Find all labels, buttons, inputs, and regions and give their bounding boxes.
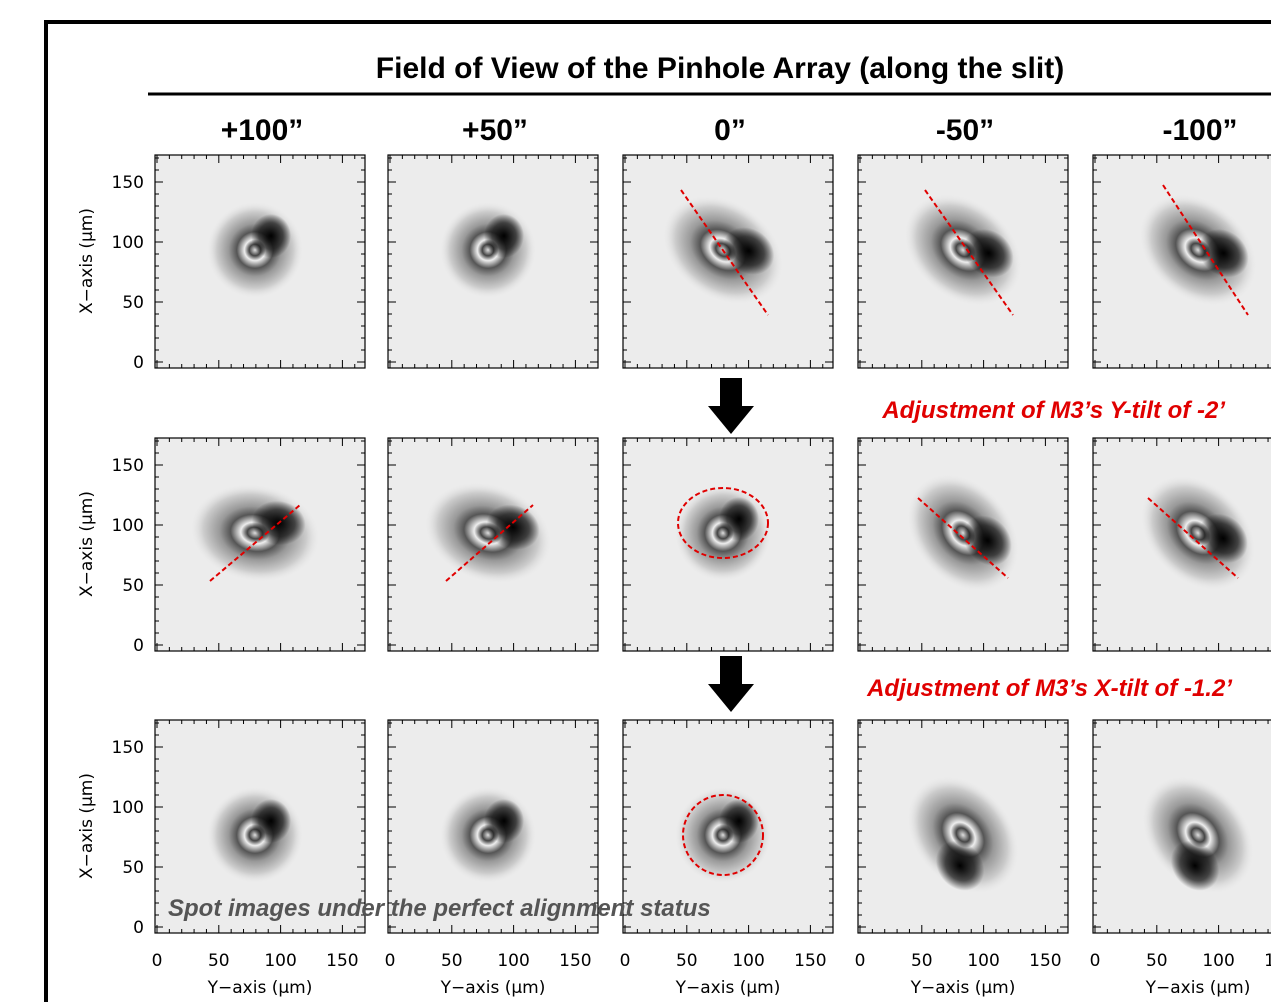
column-header: -50” <box>936 114 994 147</box>
spot <box>207 202 303 298</box>
y-tick-label: 50 <box>122 858 144 878</box>
y-tick-label: 150 <box>112 738 144 758</box>
y-tick-label: 150 <box>112 173 144 193</box>
x-tick-label: 150 <box>559 951 591 971</box>
x-axis-label: Y−axis (μm) <box>207 978 313 998</box>
spot-dark <box>719 497 759 541</box>
y-tick-label: 100 <box>112 516 144 536</box>
adjustment-label: Adjustment of M3’s Y-tilt of -2’ <box>881 397 1225 424</box>
spot-dark <box>484 799 524 843</box>
y-tick-label: 150 <box>112 456 144 476</box>
panel <box>858 720 1068 933</box>
panel <box>388 155 598 368</box>
x-tick-label: 150 <box>794 951 826 971</box>
y-tick-label: 0 <box>133 636 144 656</box>
adjustment-label: Adjustment of M3’s X-tilt of -1.2’ <box>866 675 1232 702</box>
column-header: 0” <box>714 114 746 147</box>
panel <box>155 438 365 651</box>
x-tick-label: 50 <box>1146 951 1168 971</box>
spot-dark <box>251 799 291 843</box>
panel <box>1093 438 1271 651</box>
arrow <box>708 378 754 434</box>
panel <box>858 155 1068 368</box>
y-tick-label: 100 <box>112 233 144 253</box>
x-tick-label: 150 <box>1029 951 1061 971</box>
x-tick-label: 100 <box>967 951 999 971</box>
x-tick-label: 100 <box>1202 951 1234 971</box>
x-tick-label: 50 <box>208 951 230 971</box>
page: Field of View of the Pinhole Array (alon… <box>0 0 1271 1002</box>
x-tick-label: 50 <box>676 951 698 971</box>
y-axis-label: X−axis (μm) <box>77 491 97 597</box>
y-axis-label: X−axis (μm) <box>77 208 97 314</box>
y-tick-label: 100 <box>112 798 144 818</box>
x-tick-label: 0 <box>1090 951 1101 971</box>
x-tick-label: 150 <box>326 951 358 971</box>
spot-dark <box>484 214 524 258</box>
panel <box>155 155 365 368</box>
spot-halo <box>207 202 303 298</box>
panel <box>388 438 598 651</box>
x-tick-label: 100 <box>732 951 764 971</box>
panel <box>623 438 833 651</box>
panel <box>858 438 1068 651</box>
x-axis-label: Y−axis (μm) <box>675 978 781 998</box>
y-tick-label: 50 <box>122 293 144 313</box>
y-axis-label: X−axis (μm) <box>77 773 97 879</box>
x-axis-label: Y−axis (μm) <box>1145 978 1251 998</box>
x-tick-label: 0 <box>855 951 866 971</box>
spot <box>440 787 536 883</box>
annotation: Spot images under the perfect alignment … <box>168 895 711 922</box>
x-tick-label: 50 <box>441 951 463 971</box>
arrow <box>708 656 754 712</box>
panel <box>623 155 833 368</box>
y-tick-label: 0 <box>133 353 144 373</box>
figure: Field of View of the Pinhole Array (alon… <box>0 0 1271 1002</box>
spot-halo <box>207 787 303 883</box>
title: Field of View of the Pinhole Array (alon… <box>376 52 1064 85</box>
spot <box>675 787 771 883</box>
spot-halo <box>675 787 771 883</box>
spot-halo <box>440 787 536 883</box>
x-tick-label: 50 <box>911 951 933 971</box>
x-axis-label: Y−axis (μm) <box>440 978 546 998</box>
column-header: +50” <box>462 114 528 147</box>
x-tick-label: 100 <box>497 951 529 971</box>
x-tick-label: 100 <box>264 951 296 971</box>
y-tick-label: 0 <box>133 918 144 938</box>
x-tick-label: 0 <box>152 951 163 971</box>
x-axis-label: Y−axis (μm) <box>910 978 1016 998</box>
spot <box>207 787 303 883</box>
column-header: -100” <box>1162 114 1237 147</box>
panel <box>1093 155 1271 368</box>
y-tick-label: 50 <box>122 576 144 596</box>
spot-halo <box>440 202 536 298</box>
column-header: +100” <box>221 114 304 147</box>
panel <box>1093 720 1271 933</box>
x-tick-label: 0 <box>385 951 396 971</box>
x-tick-label: 150 <box>1264 951 1271 971</box>
spot <box>440 202 536 298</box>
spot-dark <box>251 214 291 258</box>
spot-dark <box>719 799 759 843</box>
x-tick-label: 0 <box>620 951 631 971</box>
